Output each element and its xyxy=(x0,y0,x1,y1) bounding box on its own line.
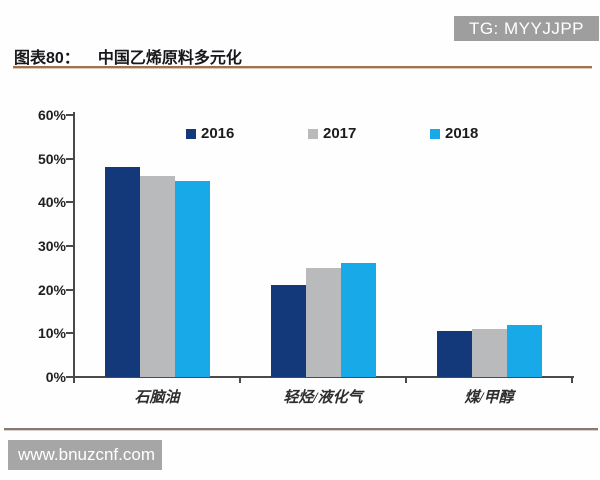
x-axis-tick xyxy=(239,377,241,383)
y-axis-tick xyxy=(66,114,73,116)
category-label: 轻烃/液化气 xyxy=(283,390,363,406)
legend-swatch-2018 xyxy=(430,128,440,139)
legend-label: 2016 xyxy=(201,125,235,142)
bar-chart: 0% 10% 20% 30% 40% 50% 60% 2016 2017 2018 石脑油 轻烃/液化… xyxy=(37,107,574,406)
legend-swatch-2016 xyxy=(186,128,196,139)
bar-2017-0 xyxy=(139,176,175,377)
bar-2018-2 xyxy=(506,324,542,377)
y-axis-tick xyxy=(66,332,73,335)
bottom-divider-line xyxy=(4,428,598,431)
y-axis-tick xyxy=(66,201,73,204)
bar-2016-0 xyxy=(104,167,140,377)
y-axis-label: 50% xyxy=(37,150,66,167)
y-axis-line xyxy=(73,112,75,378)
y-axis-label: 60% xyxy=(37,107,66,123)
legend-item-2018: 2018 xyxy=(430,125,478,142)
legend-swatch-2017 xyxy=(308,128,318,139)
y-axis-tick xyxy=(66,245,73,247)
figure-number-label: 图表80： xyxy=(14,50,80,67)
y-axis-tick xyxy=(66,288,73,291)
legend-label: 2018 xyxy=(445,125,479,142)
x-axis-tick xyxy=(73,377,75,383)
bar-2016-1 xyxy=(270,285,306,377)
y-axis-tick xyxy=(66,157,73,160)
y-axis-tick xyxy=(66,376,73,378)
y-axis-label: 0% xyxy=(45,369,66,385)
figure-header: 图表80： 中国乙烯原料多元化 xyxy=(14,44,242,68)
x-axis-line xyxy=(73,376,574,378)
x-axis-tick xyxy=(405,377,407,383)
legend-label: 2017 xyxy=(323,125,357,142)
y-axis-label: 10% xyxy=(37,325,66,342)
bar-2018-1 xyxy=(340,263,376,377)
category-label: 煤/甲醇 xyxy=(464,390,514,406)
category-label: 石脑油 xyxy=(134,390,180,406)
y-axis-label: 40% xyxy=(37,194,66,211)
telegram-watermark-badge: TG: MYYJJPP xyxy=(454,16,599,41)
title-divider-line xyxy=(13,66,592,69)
y-axis-label: 20% xyxy=(37,281,66,298)
bar-2017-2 xyxy=(471,328,507,377)
bar-2017-1 xyxy=(305,267,341,377)
legend-item-2017: 2017 xyxy=(308,125,356,142)
bar-2018-0 xyxy=(174,180,210,377)
bar-2016-2 xyxy=(436,331,472,377)
x-axis-tick xyxy=(571,377,573,383)
figure-title: 中国乙烯原料多元化 xyxy=(97,50,242,67)
legend-item-2016: 2016 xyxy=(186,125,234,142)
y-axis-label: 30% xyxy=(37,238,66,254)
site-watermark: www.bnuzcnf.com xyxy=(8,440,162,470)
